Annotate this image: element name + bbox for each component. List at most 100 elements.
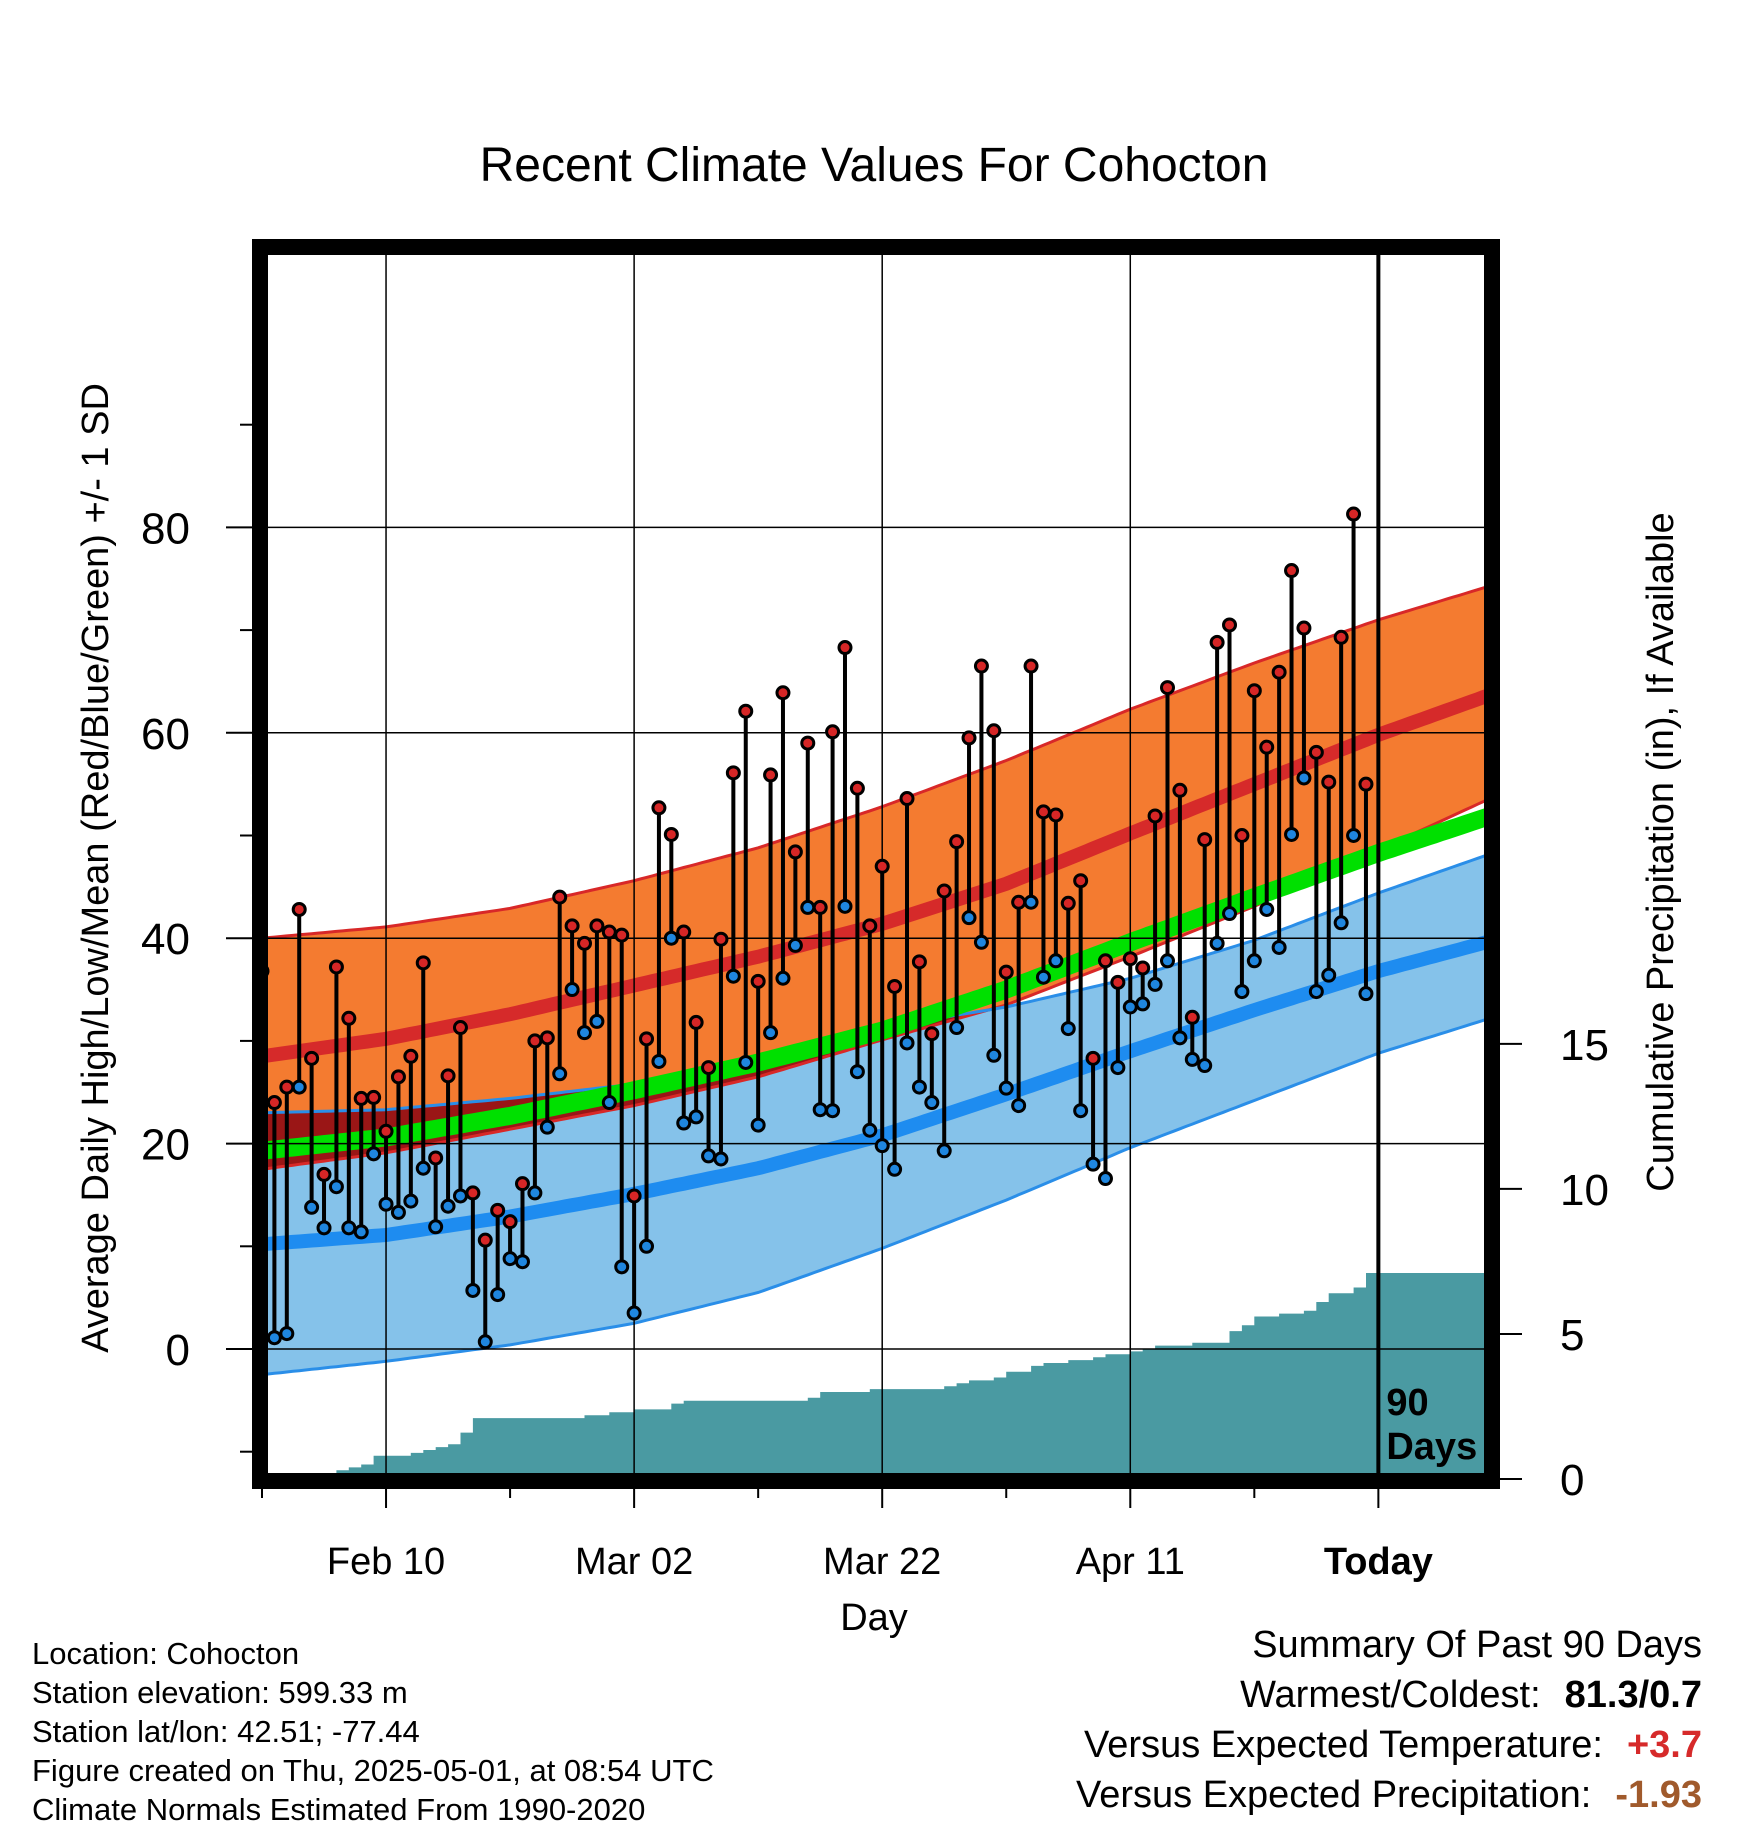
low-point <box>490 1287 506 1303</box>
high-point <box>1172 782 1188 798</box>
high-point <box>601 924 617 940</box>
low-lower-edge <box>262 1016 1490 1377</box>
high-point <box>1011 894 1027 910</box>
high-point <box>936 883 952 899</box>
high-point <box>874 858 890 874</box>
low-point <box>924 1095 940 1111</box>
high-point <box>514 1176 530 1192</box>
high-point <box>1222 617 1238 633</box>
low-point <box>1097 1171 1113 1187</box>
low-point <box>1321 967 1337 983</box>
low-point <box>1060 1021 1076 1037</box>
location-text: Location: Cohocton <box>32 1636 300 1671</box>
x-tick-label: Mar 02 <box>575 1541 693 1583</box>
high-point <box>1358 776 1374 792</box>
low-point <box>1296 770 1312 786</box>
low-point <box>1023 894 1039 910</box>
y2-axis-label: Cumulative Precipitation (in), If Availa… <box>1640 512 1682 1191</box>
y2-tick-label: 10 <box>1560 1166 1609 1215</box>
low-point <box>936 1143 952 1159</box>
x-tick-label: Feb 10 <box>327 1541 445 1583</box>
y2-tick-label: 5 <box>1560 1311 1584 1360</box>
temp-label: Versus Expected Temperature: <box>1084 1724 1603 1766</box>
low-point <box>787 937 803 953</box>
high-point <box>415 955 431 971</box>
high-point <box>477 1232 493 1248</box>
y-tick-label: 20 <box>141 1121 190 1170</box>
today-days-word: Days <box>1386 1426 1477 1468</box>
high-point <box>1259 739 1275 755</box>
low-point <box>366 1146 382 1162</box>
axes: 0 20 40 60 80 0 5 10 15 Feb 10 Mar 02 Mar 22 Apr 11 T… <box>141 423 1609 1583</box>
high-point <box>552 889 568 905</box>
low-point <box>527 1185 543 1201</box>
low-point <box>440 1198 456 1214</box>
mean-normal-line <box>262 807 1490 1160</box>
low-point <box>403 1193 419 1209</box>
high-point <box>949 834 965 850</box>
high-point <box>1048 807 1064 823</box>
high-point <box>725 765 741 781</box>
low-point <box>725 968 741 984</box>
high-point <box>1135 960 1151 976</box>
low-point <box>266 1330 282 1346</box>
low-point <box>452 1188 468 1204</box>
high-point <box>614 927 630 943</box>
low-normal-line <box>262 934 1490 1252</box>
high-point <box>1159 680 1175 696</box>
high-point <box>701 1060 717 1076</box>
low-point <box>825 1103 841 1119</box>
low-point <box>1284 826 1300 842</box>
high-point <box>986 723 1002 739</box>
high-point <box>1284 563 1300 579</box>
high-point <box>1271 664 1287 680</box>
low-point <box>465 1282 481 1298</box>
high-point <box>862 918 878 934</box>
high-point <box>341 1010 357 1026</box>
low-point <box>1246 953 1262 969</box>
low-point <box>1011 1098 1027 1114</box>
low-point <box>1172 1030 1188 1046</box>
high-point <box>973 658 989 674</box>
high-point <box>328 959 344 975</box>
high-point <box>787 844 803 860</box>
high-point <box>490 1202 506 1218</box>
low-point <box>626 1305 642 1321</box>
low-point <box>539 1119 555 1135</box>
high-point <box>676 924 692 940</box>
y-axis-label: Average Daily High/Low/Mean (Red/Blue/Gr… <box>75 383 117 1353</box>
high-point <box>1234 828 1250 843</box>
high-point <box>800 735 816 751</box>
low-point <box>390 1204 406 1220</box>
low-point <box>1333 915 1349 931</box>
summary-warmest-row: Warmest/Coldest: 81.3/0.7 <box>1240 1676 1702 1714</box>
low-point <box>1222 906 1238 922</box>
y-tick-label: 40 <box>141 915 190 964</box>
high-point <box>651 800 667 816</box>
warmest-value: 81.3/0.7 <box>1564 1674 1702 1716</box>
high-point <box>1122 951 1138 967</box>
low-point <box>577 1025 593 1041</box>
plot-frame <box>252 239 1500 1489</box>
high-point <box>763 767 779 783</box>
low-point <box>1209 935 1225 951</box>
high-point <box>1209 634 1225 650</box>
low-point <box>1184 1051 1200 1067</box>
low-point <box>353 1224 369 1240</box>
high-point <box>924 1026 940 1042</box>
high-point <box>1197 832 1213 848</box>
low-point <box>514 1254 530 1270</box>
low-point <box>1346 828 1362 843</box>
high-point <box>825 724 841 740</box>
low-point <box>1159 953 1175 969</box>
high-point <box>1147 808 1163 824</box>
low-point <box>1110 1060 1126 1076</box>
low-point <box>1073 1103 1089 1119</box>
y-tick-label: 60 <box>141 710 190 759</box>
high-sd-band <box>262 585 1490 1170</box>
high-point <box>688 1014 704 1030</box>
cumulative-precip-area <box>262 1273 1490 1479</box>
low-point <box>800 899 816 915</box>
high-point <box>887 978 903 994</box>
